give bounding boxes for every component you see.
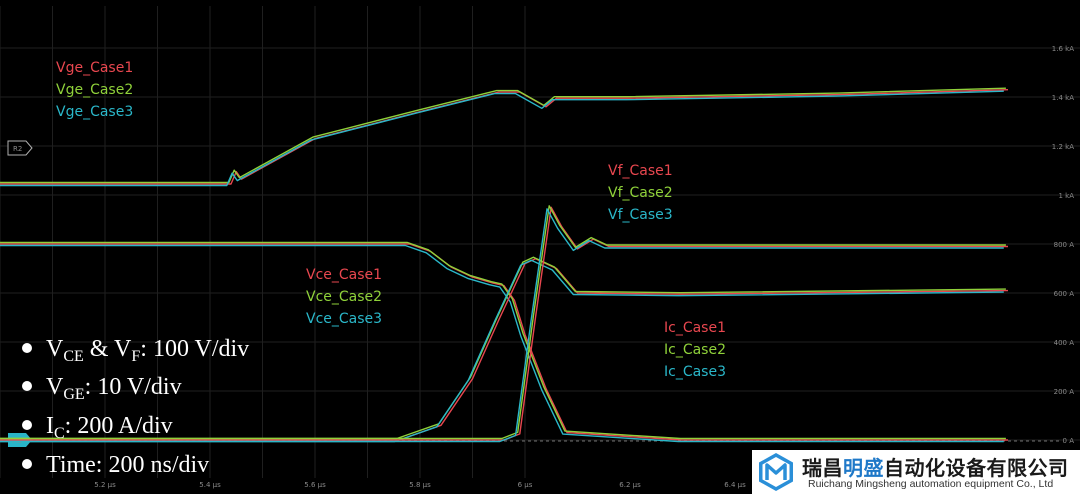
x-tick-label: 6 µs [518, 481, 533, 489]
x-tick-label: 5.8 µs [409, 481, 431, 489]
legend-ic-case3: Ic_Case3 [664, 364, 726, 380]
annotation-bullet [22, 420, 32, 430]
trace-ic-case3 [0, 259, 1004, 443]
legend-vge-case3: Vge_Case3 [56, 104, 133, 120]
right-tick-label: 0 A [1063, 437, 1075, 445]
marker-r2-label: R2 [13, 145, 22, 153]
legend-vce-case2: Vce_Case2 [306, 289, 382, 305]
legend-vge-case2: Vge_Case2 [56, 82, 133, 98]
company-logo-icon [759, 453, 793, 491]
legend-vce-case3: Vce_Case3 [306, 311, 382, 327]
annotation-text: VGE: 10 V/div [46, 374, 182, 403]
legend-vf-case3: Vf_Case3 [608, 207, 673, 223]
right-tick-label: 600 A [1054, 290, 1075, 298]
x-tick-labels: 5.2 µs 5.4 µs 5.6 µs 5.8 µs 6 µs 6.2 µs 6.4 µs [94, 481, 746, 489]
annotation-bullet [22, 343, 32, 353]
annotation-bullet [22, 459, 32, 469]
right-tick-label: 800 A [1054, 241, 1075, 249]
legend-vf-case1: Vf_Case1 [608, 163, 673, 179]
legend-ic-case1: Ic_Case1 [664, 320, 726, 336]
x-tick-label: 5.2 µs [94, 481, 116, 489]
traces [0, 87, 1009, 443]
trace-vf-case3 [0, 208, 1004, 443]
trace-vf-case2 [0, 205, 1006, 440]
right-tick-label: 200 A [1054, 388, 1075, 396]
right-tick-label: 1 kA [1058, 192, 1074, 200]
legend-vce-case1: Vce_Case1 [306, 267, 382, 283]
right-tick-label: 1.6 kA [1052, 45, 1074, 53]
trace-vge-case1 [0, 89, 1009, 185]
company-name-cn-b: 明盛 [843, 456, 884, 480]
company-name-cn-c: 自动化设备有限公司 [884, 456, 1069, 480]
company-logo-box: 瑞昌明盛自动化设备有限公司 Ruichang Mingsheng automat… [752, 450, 1080, 494]
right-tick-labels: 1.6 kA 1.4 kA 1.2 kA 1 kA 800 A 600 A 400 A 200… [1052, 45, 1074, 445]
trace-ic-case2 [0, 256, 1006, 440]
x-tick-label: 5.6 µs [304, 481, 326, 489]
annotations: VCE & VF: 100 V/div VGE: 10 V/div IC: 200 … [22, 336, 249, 478]
trace-vce-case2 [0, 241, 1006, 440]
legends: Vge_Case1 Vge_Case2 Vge_Case3 Vf_Case1 Vf_Ca… [56, 60, 726, 380]
x-tick-label: 6.4 µs [724, 481, 746, 489]
marker-r2-shape [7, 140, 33, 156]
legend-vge-case1: Vge_Case1 [56, 60, 133, 76]
company-name-cn-a: 瑞昌 [802, 456, 843, 480]
trace-vge-case2 [0, 87, 1006, 184]
legend-vf-case2: Vf_Case2 [608, 185, 673, 201]
legend-ic-case2: Ic_Case2 [664, 342, 726, 358]
right-tick-label: 400 A [1054, 339, 1075, 347]
x-tick-label: 5.4 µs [199, 481, 221, 489]
company-name-en: Ruichang Mingsheng automation equipment … [808, 478, 1054, 490]
right-tick-label: 1.4 kA [1052, 94, 1074, 102]
annotation-text: IC: 200 A/div [46, 413, 173, 442]
annotation-text: VCE & VF: 100 V/div [46, 336, 249, 365]
trace-vge-case3 [0, 90, 1004, 187]
annotation-text: Time: 200 ns/div [46, 452, 209, 478]
right-tick-label: 1.2 kA [1052, 143, 1074, 151]
company-name-cn: 瑞昌明盛自动化设备有限公司 [802, 452, 1069, 481]
trace-vce-case3 [0, 244, 1004, 443]
x-tick-label: 6.2 µs [619, 481, 641, 489]
annotation-bullet [22, 381, 32, 391]
